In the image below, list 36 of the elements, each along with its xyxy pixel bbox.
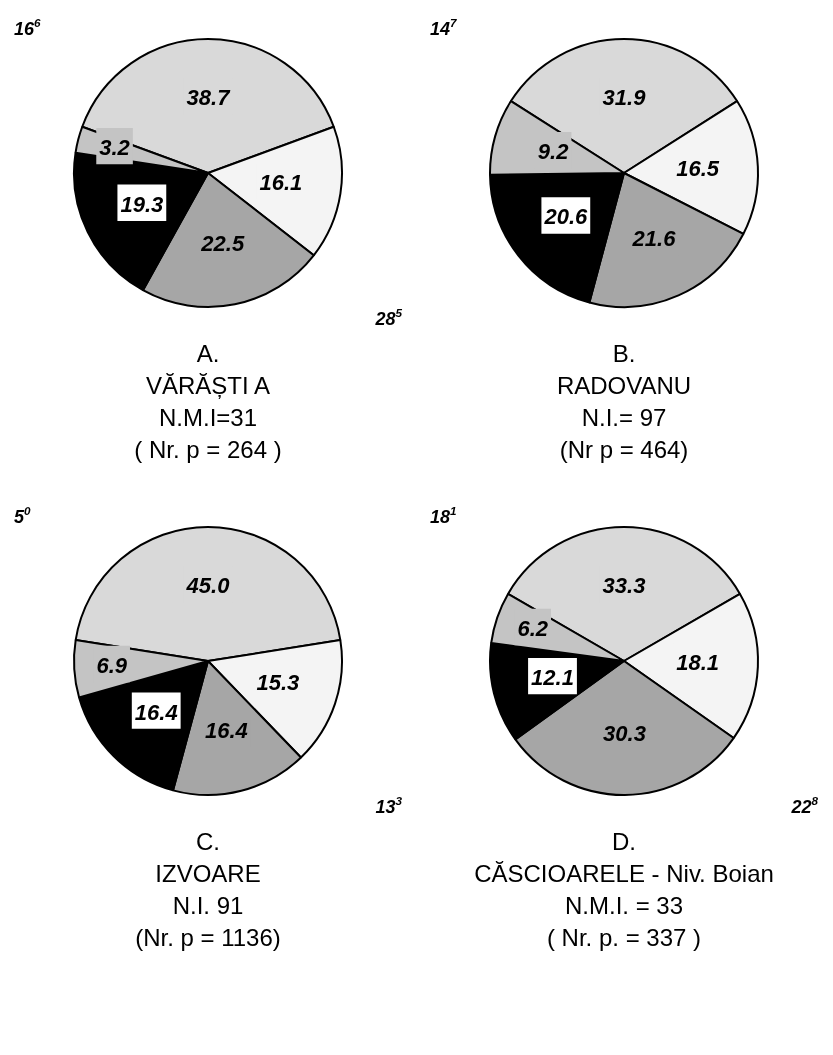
data-label: 20.6: [543, 204, 588, 230]
data-label: 22.5: [200, 231, 245, 257]
text: D.: [611, 827, 637, 857]
data-label: 21.6: [631, 226, 677, 252]
text: RADOVANU: [556, 371, 692, 401]
data-label: 12.1: [531, 664, 574, 690]
data-label: 19.3: [120, 191, 164, 217]
data-label: 31.9: [602, 85, 647, 111]
data-label: 6.2: [517, 615, 549, 641]
data-label: 16.5: [676, 155, 720, 181]
data-label: 9.2: [537, 138, 570, 164]
text: N.M.I=31: [157, 403, 258, 433]
text: B.: [611, 339, 637, 369]
data-label: 16.4: [134, 699, 178, 725]
data-label: 33.3: [602, 573, 646, 599]
text: VĂRĂȘTI A: [144, 371, 271, 401]
data-label: 15.3: [256, 670, 300, 696]
data-label: 16.1: [259, 170, 303, 196]
text: ( Nr. p. = 337 ): [545, 923, 703, 953]
text: ( Nr. p = 264 ): [134, 435, 282, 465]
data-label: 18.1: [676, 650, 720, 676]
text: C.: [195, 827, 221, 857]
text: (Nr. p = 1136): [135, 923, 281, 953]
data-label: 16.4: [204, 718, 248, 744]
data-label: 6.9: [96, 652, 128, 678]
text: CĂSCIOARELE - Niv. Boian: [474, 859, 774, 889]
text: N.I.= 97: [580, 403, 668, 433]
data-label: 38.7: [186, 85, 232, 111]
text: IZVOARE: [154, 859, 262, 889]
text: A.: [195, 339, 221, 369]
text: (Nr p = 464): [558, 435, 690, 465]
text: N.M.I. = 33: [563, 891, 684, 921]
data-label: 45.0: [185, 573, 231, 599]
data-label: 3.2: [99, 135, 131, 161]
text: N.I. 91: [171, 891, 245, 921]
data-label: 30.3: [603, 720, 646, 746]
